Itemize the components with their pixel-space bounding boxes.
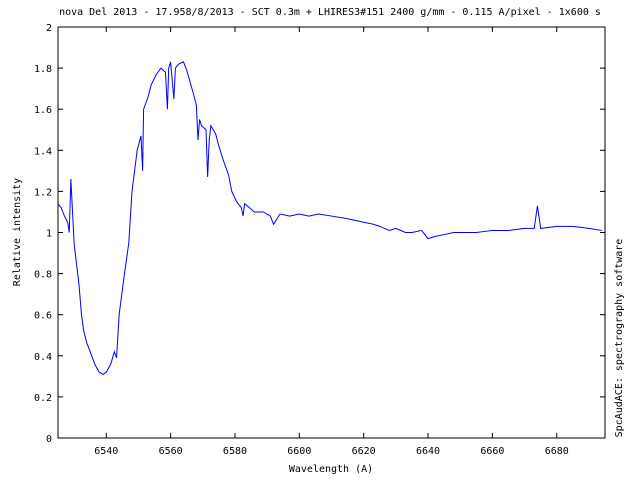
y-tick-label: 1.2 xyxy=(34,187,52,198)
y-tick-label: 0.6 xyxy=(34,311,52,322)
x-tick-label: 6580 xyxy=(223,446,247,457)
y-tick-label: 0 xyxy=(46,434,52,445)
y-axis-label: Relative intensity xyxy=(12,178,23,286)
y-tick-label: 2 xyxy=(46,23,52,34)
y-tick-label: 1.6 xyxy=(34,105,52,116)
x-tick-label: 6540 xyxy=(94,446,118,457)
y-tick-label: 0.4 xyxy=(34,352,52,363)
annotation: SpcAudACE: spectrography software xyxy=(614,239,625,438)
x-tick-label: 6600 xyxy=(287,446,311,457)
plot-frame xyxy=(57,26,606,439)
x-tick-label: 6560 xyxy=(159,446,183,457)
x-axis-label: Wavelength (A) xyxy=(289,464,373,475)
x-tick-label: 6660 xyxy=(480,446,504,457)
spectrum-line xyxy=(57,61,602,375)
y-tick-label: 0.2 xyxy=(34,393,52,404)
y-tick-label: 1 xyxy=(46,229,52,240)
x-tick-label: 6640 xyxy=(416,446,440,457)
y-tick-label: 1.4 xyxy=(34,146,52,157)
y-tick-label: 1.8 xyxy=(34,64,52,75)
x-tick-label: 6620 xyxy=(352,446,376,457)
y-tick-label: 0.8 xyxy=(34,270,52,281)
chart-title: nova Del 2013 - 17.958/8/2013 - SCT 0.3m… xyxy=(59,7,601,18)
x-tick-label: 6680 xyxy=(545,446,569,457)
